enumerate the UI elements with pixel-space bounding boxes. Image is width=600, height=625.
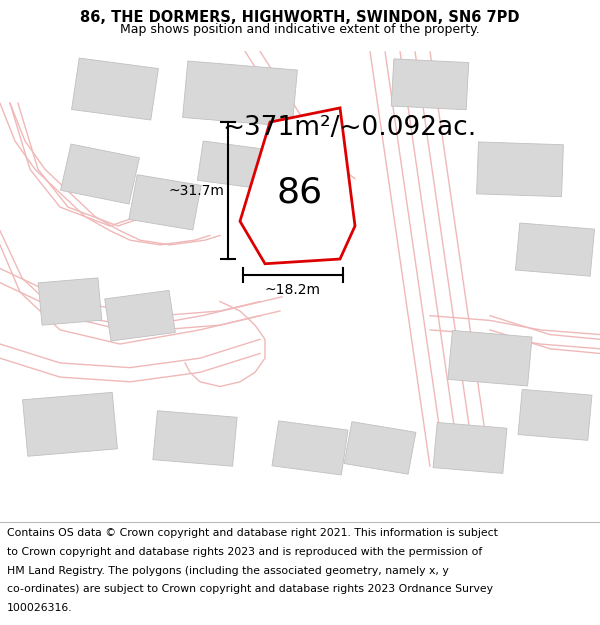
Polygon shape: [104, 291, 175, 341]
Polygon shape: [476, 142, 563, 197]
Polygon shape: [518, 389, 592, 441]
Polygon shape: [71, 58, 158, 120]
Text: ~371m²/~0.092ac.: ~371m²/~0.092ac.: [222, 116, 476, 141]
Polygon shape: [197, 141, 263, 188]
Polygon shape: [61, 144, 139, 204]
Polygon shape: [515, 223, 595, 276]
Polygon shape: [240, 108, 355, 264]
Text: ~18.2m: ~18.2m: [265, 282, 321, 297]
Polygon shape: [23, 392, 118, 456]
Polygon shape: [182, 61, 298, 126]
Polygon shape: [38, 278, 102, 325]
Polygon shape: [344, 422, 416, 474]
Polygon shape: [129, 175, 201, 230]
Text: co-ordinates) are subject to Crown copyright and database rights 2023 Ordnance S: co-ordinates) are subject to Crown copyr…: [7, 584, 493, 594]
Polygon shape: [391, 59, 469, 110]
Polygon shape: [448, 331, 532, 386]
Polygon shape: [153, 411, 237, 466]
Text: Contains OS data © Crown copyright and database right 2021. This information is : Contains OS data © Crown copyright and d…: [7, 528, 498, 538]
Text: 86: 86: [277, 176, 323, 210]
Text: ~31.7m: ~31.7m: [168, 184, 224, 198]
Text: to Crown copyright and database rights 2023 and is reproduced with the permissio: to Crown copyright and database rights 2…: [7, 547, 482, 557]
Text: HM Land Registry. The polygons (including the associated geometry, namely x, y: HM Land Registry. The polygons (includin…: [7, 566, 449, 576]
Polygon shape: [433, 422, 507, 473]
Text: 100026316.: 100026316.: [7, 602, 73, 612]
Text: 86, THE DORMERS, HIGHWORTH, SWINDON, SN6 7PD: 86, THE DORMERS, HIGHWORTH, SWINDON, SN6…: [80, 10, 520, 25]
Polygon shape: [272, 421, 348, 475]
Text: Map shows position and indicative extent of the property.: Map shows position and indicative extent…: [120, 23, 480, 36]
